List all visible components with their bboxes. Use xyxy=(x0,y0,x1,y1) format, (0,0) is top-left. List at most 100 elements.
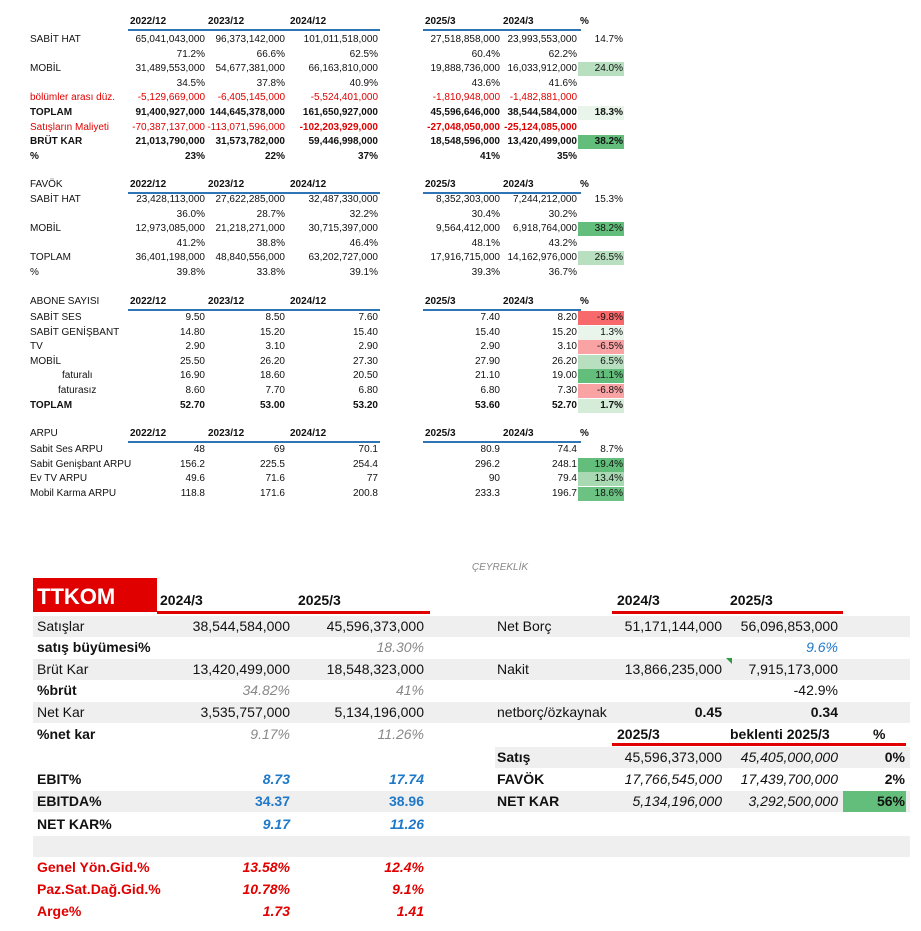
row-label: FAVÖK xyxy=(497,771,545,787)
row-label: TOPLAM xyxy=(30,252,71,264)
cell: 26.20 xyxy=(551,355,577,367)
cell: 233.3 xyxy=(474,487,500,499)
row-label: Nakit xyxy=(497,661,529,677)
cell: 11.26% xyxy=(377,726,424,742)
row-label: Net Borç xyxy=(497,618,552,634)
cell: 8.60 xyxy=(185,385,205,396)
cell: 156.2 xyxy=(179,458,205,470)
cell: 48,840,556,000 xyxy=(215,252,285,264)
row-label: SABİT SES xyxy=(30,312,82,323)
column-header: 2024/3 xyxy=(617,592,660,608)
cell: 144,645,378,000 xyxy=(209,107,285,118)
row-label: SABİT GENİŞBANT xyxy=(30,326,120,338)
row-label: %brüt xyxy=(37,682,77,698)
cell: 51,171,144,000 xyxy=(624,618,722,634)
cell: -5,524,401,000 xyxy=(310,92,378,104)
row-label: bölümler arası düz. xyxy=(30,92,116,104)
column-header: % xyxy=(580,428,589,439)
cell: 65,041,043,000 xyxy=(135,34,205,45)
cell: 26.5% xyxy=(594,252,623,264)
cell: 38,544,584,000 xyxy=(507,107,577,118)
cell: 34.5% xyxy=(176,77,205,89)
cell: 2.90 xyxy=(185,341,205,353)
heading: ÇEYREKLİK xyxy=(471,562,529,573)
comment-marker xyxy=(726,658,732,664)
cell: 13.4% xyxy=(594,473,623,485)
header-rule xyxy=(423,309,581,311)
cell: 14.80 xyxy=(179,326,205,338)
cell: 36.0% xyxy=(176,208,205,220)
cell: 13,420,499,000 xyxy=(507,136,577,148)
cell: 7.70 xyxy=(265,385,285,396)
cell: -6.8% xyxy=(596,385,623,396)
row-label: MOBİL xyxy=(30,355,62,367)
row-label: Satış xyxy=(497,749,531,765)
cell: 11.26 xyxy=(390,816,424,832)
row-label: Sabit Genişbant ARPU xyxy=(30,458,132,470)
cell: 37.8% xyxy=(256,77,285,89)
cell: 45,596,373,000 xyxy=(624,749,722,765)
header-rule xyxy=(128,309,380,311)
cell: 7.60 xyxy=(358,312,378,323)
column-header: 2024/3 xyxy=(503,179,534,190)
cell: 62.2% xyxy=(548,48,577,60)
header-rule xyxy=(157,611,430,614)
cell: 49.6 xyxy=(185,473,205,485)
cell: -1,482,881,000 xyxy=(509,92,577,104)
heat-cell xyxy=(578,354,624,369)
cell: 41.6% xyxy=(548,77,577,89)
cell: 27.90 xyxy=(474,355,500,367)
row-label: %net kar xyxy=(37,726,96,742)
column-header: 2023/12 xyxy=(208,16,245,27)
column-header: beklenti 2025/3 xyxy=(730,726,830,742)
cell: 3,292,500,000 xyxy=(748,793,838,809)
row-label: netborç/özkaynak xyxy=(497,704,607,720)
row-label: SABİT HAT xyxy=(30,34,81,45)
cell: 39.8% xyxy=(176,267,205,278)
cell: -102,203,929,000 xyxy=(299,121,378,133)
cell: 13.58% xyxy=(242,859,290,875)
cell: 27,622,285,000 xyxy=(215,194,285,205)
cell: 27,518,858,000 xyxy=(430,34,500,45)
cell: 27.30 xyxy=(352,355,378,367)
row-label: Brüt Kar xyxy=(37,661,89,677)
heat-cell xyxy=(578,325,624,340)
column-header: 2025/3 xyxy=(425,16,456,27)
cell: 0.45 xyxy=(694,704,722,720)
cell: 53.20 xyxy=(352,399,378,411)
heat-cell xyxy=(578,486,624,501)
cell: 118.8 xyxy=(180,487,205,499)
cell: 8.73 xyxy=(262,771,290,787)
cell: 48 xyxy=(193,444,205,455)
cell: 26.20 xyxy=(259,355,285,367)
section-title: ARPU xyxy=(30,428,58,439)
cell: 10.78% xyxy=(242,881,290,897)
cell: -25,124,085,000 xyxy=(504,121,577,133)
cell: 7,915,173,000 xyxy=(748,661,838,677)
cell: 9.6% xyxy=(806,639,838,655)
cell: 60.4% xyxy=(471,48,500,60)
cell: 41% xyxy=(395,682,424,698)
cell: 38.2% xyxy=(594,136,623,148)
cell: 62.5% xyxy=(349,48,378,60)
cell: 45,596,646,000 xyxy=(430,107,500,118)
cell: 0.34 xyxy=(810,704,838,720)
cell: 7.30 xyxy=(557,385,577,396)
cell: 296.2 xyxy=(474,458,500,470)
cell: 2.90 xyxy=(480,341,500,353)
cell: 225.5 xyxy=(259,458,285,470)
cell: 41% xyxy=(479,150,500,162)
cell: 15.40 xyxy=(352,326,378,338)
cell: -6,405,145,000 xyxy=(217,92,285,104)
header-rule xyxy=(423,192,581,194)
heat-cell xyxy=(578,472,624,487)
cell: 36.7% xyxy=(548,267,577,278)
row-label: MOBİL xyxy=(30,223,62,235)
cell: 13,866,235,000 xyxy=(624,661,722,677)
cell: 6,918,764,000 xyxy=(513,223,577,235)
heat-cell xyxy=(843,791,906,812)
cell: 18,548,323,000 xyxy=(326,661,424,677)
cell: 7,244,212,000 xyxy=(513,194,577,205)
cell: 171.6 xyxy=(259,487,285,499)
row-label: Sabit Ses ARPU xyxy=(30,444,103,455)
